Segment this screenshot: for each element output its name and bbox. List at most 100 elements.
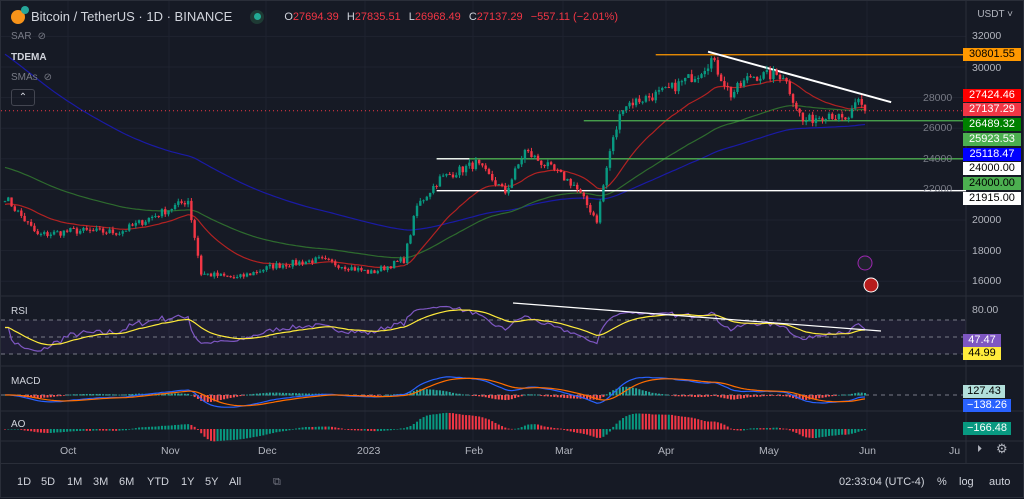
candle-body bbox=[49, 234, 52, 236]
ao-histogram-bar bbox=[138, 427, 141, 430]
collapse-legend-button[interactable]: ⌃ bbox=[11, 89, 35, 106]
range-button-3m[interactable]: 3M bbox=[93, 476, 109, 488]
eye-hidden-icon[interactable]: ⊘ bbox=[43, 72, 53, 83]
macd-histogram-bar bbox=[507, 395, 510, 400]
ao-histogram-bar bbox=[26, 429, 29, 431]
settings-gear-icon[interactable]: ⚙ bbox=[996, 441, 1008, 456]
candle-body bbox=[131, 224, 134, 226]
ao-histogram-bar bbox=[658, 414, 660, 430]
ao-histogram-bar bbox=[324, 426, 327, 430]
range-button-1m[interactable]: 1M bbox=[67, 476, 83, 488]
candle-body bbox=[778, 74, 782, 80]
candle-body bbox=[474, 159, 478, 169]
macd-histogram-bar bbox=[765, 395, 768, 396]
candle-body bbox=[795, 102, 798, 109]
range-button-1y[interactable]: 1Y bbox=[181, 476, 195, 488]
percent-toggle[interactable]: % bbox=[937, 476, 947, 488]
ao-histogram-bar bbox=[272, 429, 275, 434]
candle-body bbox=[589, 205, 592, 213]
candle-body bbox=[494, 180, 497, 185]
ao-histogram-bar bbox=[484, 418, 487, 430]
log-toggle[interactable]: log bbox=[959, 476, 974, 488]
candle-body bbox=[775, 70, 778, 75]
ao-histogram-bar bbox=[177, 424, 180, 430]
macd-histogram-bar bbox=[187, 393, 190, 396]
macd-histogram-bar bbox=[658, 393, 660, 396]
candle-body bbox=[808, 114, 811, 122]
go-to-realtime-icon[interactable]: ⏵ bbox=[977, 444, 982, 455]
ao-histogram-bar bbox=[102, 429, 105, 431]
ao-histogram-bar bbox=[281, 429, 284, 432]
candle-body bbox=[79, 230, 82, 234]
macd-histogram-bar bbox=[628, 386, 631, 396]
candle-body bbox=[108, 229, 111, 234]
candle-body bbox=[556, 169, 559, 171]
ao-histogram-bar bbox=[834, 429, 837, 436]
candle-body bbox=[379, 266, 383, 271]
ao-histogram-bar bbox=[435, 414, 438, 430]
macd-histogram-bar bbox=[746, 395, 749, 398]
ao-histogram-bar bbox=[252, 429, 255, 438]
macd-histogram-bar bbox=[850, 393, 853, 396]
candle-body bbox=[487, 169, 491, 174]
range-button-all[interactable]: All bbox=[229, 476, 242, 488]
macd-histogram-bar bbox=[622, 386, 625, 396]
macd-histogram-bar bbox=[458, 393, 461, 396]
macd-histogram-bar bbox=[556, 395, 559, 398]
macd-histogram-bar bbox=[608, 392, 611, 396]
range-button-5y[interactable]: 5Y bbox=[205, 476, 219, 488]
candle-body bbox=[92, 230, 95, 232]
ao-histogram-bar bbox=[340, 428, 343, 430]
price-label: 25923.53 bbox=[963, 133, 1021, 146]
ao-histogram-bar bbox=[458, 414, 461, 430]
time-axis-label: Apr bbox=[658, 445, 675, 457]
macd-histogram-bar bbox=[671, 395, 674, 396]
candle-body bbox=[134, 222, 137, 226]
macd-histogram-bar bbox=[278, 392, 281, 396]
date-range-icon[interactable]: ⧉ bbox=[273, 476, 281, 488]
range-button-5d[interactable]: 5D bbox=[41, 476, 56, 488]
chart-canvas[interactable] bbox=[1, 1, 1024, 463]
range-button-ytd[interactable]: YTD bbox=[147, 476, 169, 488]
ao-histogram-bar bbox=[451, 413, 454, 430]
candle-body bbox=[10, 197, 13, 207]
macd-pane-label: MACD bbox=[11, 376, 41, 387]
macd-histogram-bar bbox=[484, 395, 487, 398]
candle-body bbox=[13, 206, 17, 211]
candle-body bbox=[114, 233, 118, 235]
macd-histogram-bar bbox=[697, 395, 700, 398]
candle-body bbox=[857, 99, 860, 103]
eye-hidden-icon[interactable]: ⊘ bbox=[37, 31, 46, 42]
ao-histogram-bar bbox=[566, 429, 569, 431]
macd-histogram-bar bbox=[285, 392, 288, 396]
ao-histogram-bar bbox=[782, 428, 785, 430]
ao-histogram-bar bbox=[419, 418, 422, 430]
candle-body bbox=[170, 209, 173, 211]
ao-histogram-bar bbox=[487, 419, 490, 430]
ao-histogram-bar bbox=[847, 429, 850, 435]
currency-selector[interactable]: USDT ˅ bbox=[977, 9, 1013, 20]
indicator-tdema[interactable]: TDEMA bbox=[11, 52, 47, 63]
macd-histogram-bar bbox=[190, 394, 193, 396]
candle-body bbox=[180, 201, 183, 204]
candle-body bbox=[497, 184, 500, 186]
auto-toggle[interactable]: auto bbox=[989, 476, 1011, 488]
range-button-6m[interactable]: 6M bbox=[119, 476, 135, 488]
indicator-sar[interactable]: SAR ⊘ bbox=[11, 31, 46, 42]
macd-histogram-bar bbox=[118, 394, 121, 396]
candle-body bbox=[654, 91, 657, 101]
macd-histogram-bar bbox=[308, 393, 311, 396]
symbol-title[interactable]: Bitcoin / TetherUS · 1D · BINANCE bbox=[31, 9, 233, 24]
range-button-1d[interactable]: 1D bbox=[17, 476, 32, 488]
macd-histogram-bar bbox=[223, 395, 226, 400]
indicator-smas[interactable]: SMAs ⊘ bbox=[11, 72, 53, 83]
candle-body bbox=[164, 209, 167, 215]
clock[interactable]: 02:33:04 (UTC-4) bbox=[839, 476, 925, 488]
candle-body bbox=[530, 151, 533, 158]
ao-histogram-bar bbox=[729, 428, 732, 430]
price-label: 24000.00 bbox=[963, 177, 1021, 190]
candle-body bbox=[203, 273, 206, 275]
ao-histogram-bar bbox=[72, 429, 75, 432]
candle-body bbox=[327, 258, 330, 260]
candle-body bbox=[242, 274, 245, 277]
